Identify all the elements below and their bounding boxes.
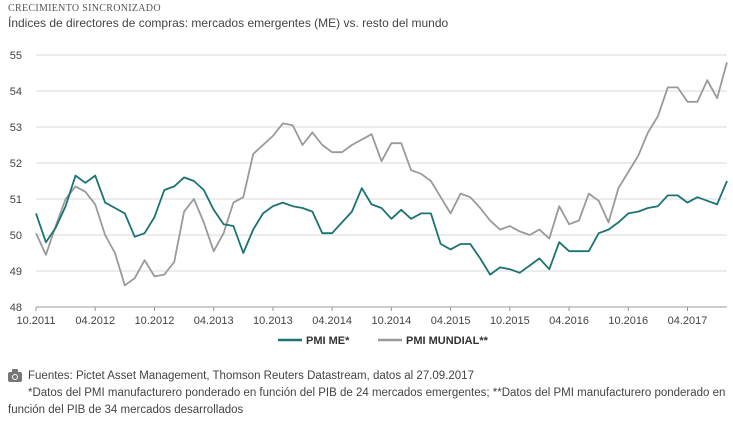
y-tick-label: 50 (10, 230, 22, 242)
source-line: Fuentes: Pictet Asset Management, Thomso… (8, 368, 730, 385)
x-tick-label: 04.2017 (668, 315, 708, 327)
chart-footer: Fuentes: Pictet Asset Management, Thomso… (8, 368, 730, 419)
y-tick-label: 53 (10, 122, 22, 134)
chart-title: Índices de directores de compras: mercad… (8, 16, 449, 30)
y-tick-label: 52 (10, 158, 22, 170)
x-tick-label: 10.2014 (371, 315, 411, 327)
legend-label: PMI MUNDIAL** (406, 335, 489, 347)
x-tick-label: 10.2016 (608, 315, 648, 327)
x-axis-ticks: 10.2011 04.2012 10.2012 04.2013 10.2013 04.20… (17, 307, 708, 327)
x-tick-label: 04.2014 (312, 315, 352, 327)
camera-icon (8, 368, 22, 382)
y-tick-label: 51 (10, 194, 22, 206)
y-tick-label: 49 (10, 266, 22, 278)
y-axis-ticks: 48 49 50 51 52 53 54 55 (10, 50, 22, 314)
x-tick-label: 04.2013 (194, 315, 234, 327)
line-chart: 48 49 50 51 52 53 54 55 10.2011 04.2012 10.2012 04… (10, 50, 728, 347)
legend: PMI ME* PMI MUNDIAL** (278, 335, 489, 347)
series-line (35, 174, 728, 276)
y-tick-label: 55 (10, 50, 22, 62)
y-tick-label: 48 (10, 302, 22, 314)
footnote-line-1: *Datos del PMI manufacturero ponderado e… (28, 387, 726, 399)
series-lines (35, 61, 728, 287)
chart-kicker: CRECIMIENTO SINCRONIZADO (8, 3, 161, 14)
x-tick-label: 10.2011 (17, 315, 56, 327)
x-tick-label: 04.2012 (75, 315, 115, 327)
x-tick-label: 04.2015 (431, 315, 471, 327)
source-text: Fuentes: Pictet Asset Management, Thomso… (28, 370, 474, 382)
x-tick-label: 04.2016 (549, 315, 589, 327)
footnote-line-2: función del PIB de 34 mercados desarroll… (8, 404, 244, 416)
legend-label: PMI ME* (306, 335, 350, 347)
x-tick-label: 10.2012 (135, 315, 175, 327)
series-line (35, 61, 728, 287)
y-tick-label: 54 (10, 86, 22, 98)
x-tick-label: 10.2015 (490, 315, 530, 327)
x-tick-label: 10.2013 (253, 315, 293, 327)
